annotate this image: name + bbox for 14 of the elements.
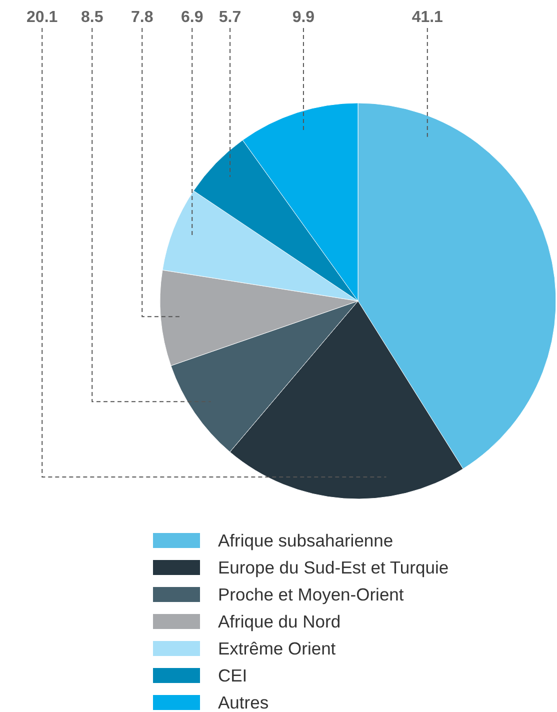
data-label: 6.9 bbox=[180, 9, 204, 26]
data-label: 8.5 bbox=[80, 9, 104, 26]
data-label: 7.8 bbox=[130, 9, 154, 26]
legend-label: Europe du Sud-Est et Turquie bbox=[218, 558, 449, 578]
legend-label: Proche et Moyen-Orient bbox=[218, 584, 404, 604]
legend-label: Afrique du Nord bbox=[218, 612, 341, 632]
legend-label: CEI bbox=[218, 666, 248, 686]
legend-label: Extrême Orient bbox=[218, 638, 336, 658]
data-label: 9.9 bbox=[292, 9, 315, 26]
data-label: 5.7 bbox=[218, 9, 242, 26]
legend-label: Afrique subsaharienne bbox=[218, 530, 394, 550]
data-label: 41.1 bbox=[412, 9, 444, 26]
legend-label: Autres bbox=[218, 692, 269, 712]
data-label: 20.1 bbox=[26, 9, 58, 26]
